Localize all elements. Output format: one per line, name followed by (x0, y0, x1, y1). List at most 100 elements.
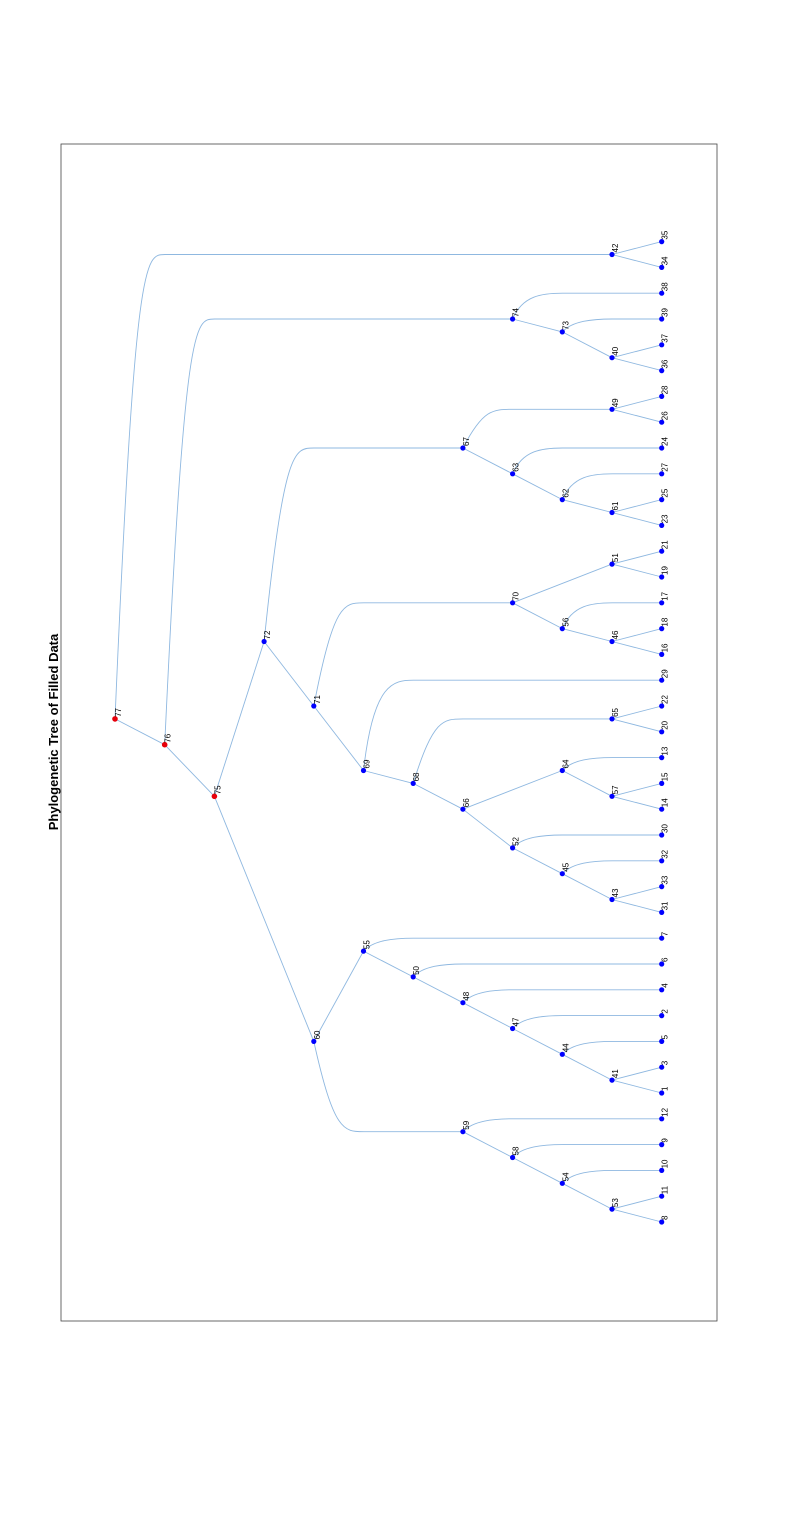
tree-node (659, 961, 665, 967)
tree-node (659, 368, 665, 374)
node-label: 61 (611, 501, 620, 510)
node-label: 66 (462, 798, 471, 807)
tree-node (659, 264, 665, 270)
tree-edge (611, 550, 662, 565)
tree-edge (561, 757, 662, 771)
node-label: 7 (661, 931, 670, 936)
tree-edge (611, 1208, 662, 1223)
node-label: 24 (661, 437, 670, 446)
tree-node (460, 1000, 466, 1006)
tree-node (659, 755, 665, 761)
tree-node (559, 1180, 565, 1186)
tree-node (659, 419, 665, 425)
node-label: 29 (661, 669, 670, 678)
tree-node (659, 342, 665, 348)
tree-edge (611, 782, 662, 797)
tree-node (609, 355, 615, 361)
tree-edge (512, 563, 613, 604)
tree-node (659, 548, 665, 554)
node-label: 17 (661, 591, 670, 600)
tree-edge (562, 1182, 613, 1210)
tree-node (360, 948, 367, 954)
tree-node (659, 239, 665, 245)
node-label: 31 (661, 901, 670, 910)
tree-node (659, 884, 665, 890)
tree-edge (462, 808, 513, 849)
tree-node (659, 806, 665, 812)
node-label: 9 (661, 1138, 670, 1143)
tree-edge (363, 770, 414, 784)
tree-edge (164, 744, 215, 797)
node-label: 18 (661, 617, 670, 626)
tree-edge (313, 602, 513, 707)
tree-edge (561, 1169, 662, 1184)
tree-node (659, 677, 665, 683)
tree-edge (512, 834, 662, 849)
tree-node (659, 316, 665, 322)
node-label: 14 (661, 798, 670, 807)
tree-node (609, 561, 615, 567)
tree-node (311, 703, 317, 709)
tree-node (559, 871, 565, 877)
node-label: 36 (661, 359, 670, 368)
node-label: 8 (661, 1215, 670, 1220)
tree-node (659, 1090, 665, 1096)
node-label: 47 (512, 1017, 521, 1026)
tree-node (659, 393, 665, 399)
node-label: 25 (661, 488, 670, 497)
node-label: 56 (561, 617, 570, 626)
tree-edge (512, 1028, 563, 1055)
tree-edge (412, 976, 464, 1004)
tree-edge (611, 408, 662, 423)
node-label: 43 (611, 888, 620, 897)
node-label: 21 (661, 540, 670, 549)
tree-node (659, 1219, 665, 1225)
tree-edge (611, 241, 662, 255)
tree-node (659, 703, 665, 709)
node-label: 64 (561, 759, 570, 768)
tree-node (559, 1051, 565, 1057)
node-label: 74 (512, 308, 521, 317)
tree-node (659, 574, 665, 580)
tree-edge (611, 499, 662, 513)
tree-edge (512, 318, 563, 333)
tree-edge (263, 447, 463, 642)
tree-node (509, 845, 516, 851)
tree-node (659, 832, 665, 838)
tree-node (659, 1038, 665, 1044)
node-label: 13 (661, 746, 670, 755)
tree-edge (561, 318, 662, 333)
node-label: 22 (661, 695, 670, 704)
tree-edge (512, 602, 563, 629)
node-label: 73 (561, 320, 570, 329)
tree-node (261, 638, 267, 645)
tree-edge (611, 886, 662, 900)
tree-edge (611, 1079, 662, 1094)
node-label: 63 (512, 462, 521, 471)
node-label: 75 (213, 785, 222, 794)
node-label: 15 (661, 772, 670, 781)
tree-edge (363, 950, 414, 978)
node-label: 44 (561, 1043, 570, 1052)
tree-edge (611, 344, 662, 359)
node-label: 23 (661, 514, 670, 523)
node-label: 2 (661, 1009, 670, 1014)
tree-edge (412, 783, 464, 810)
tree-edges (114, 241, 662, 1223)
tree-edge (512, 1157, 563, 1184)
tree-edge (164, 318, 513, 745)
node-label: 77 (114, 707, 123, 716)
tree-edge (561, 473, 662, 500)
diagram-title: Phylogenetic Tree of Filled Data (46, 633, 61, 830)
tree-node (559, 626, 565, 632)
node-label: 68 (412, 772, 421, 781)
tree-edge (611, 357, 662, 372)
tree-edge (561, 1040, 662, 1055)
tree-node (559, 329, 565, 335)
node-label: 76 (164, 733, 173, 742)
node-label: 71 (313, 695, 322, 704)
tree-edge (363, 679, 662, 771)
tree-edge (611, 563, 662, 578)
tree-node (311, 1038, 317, 1044)
